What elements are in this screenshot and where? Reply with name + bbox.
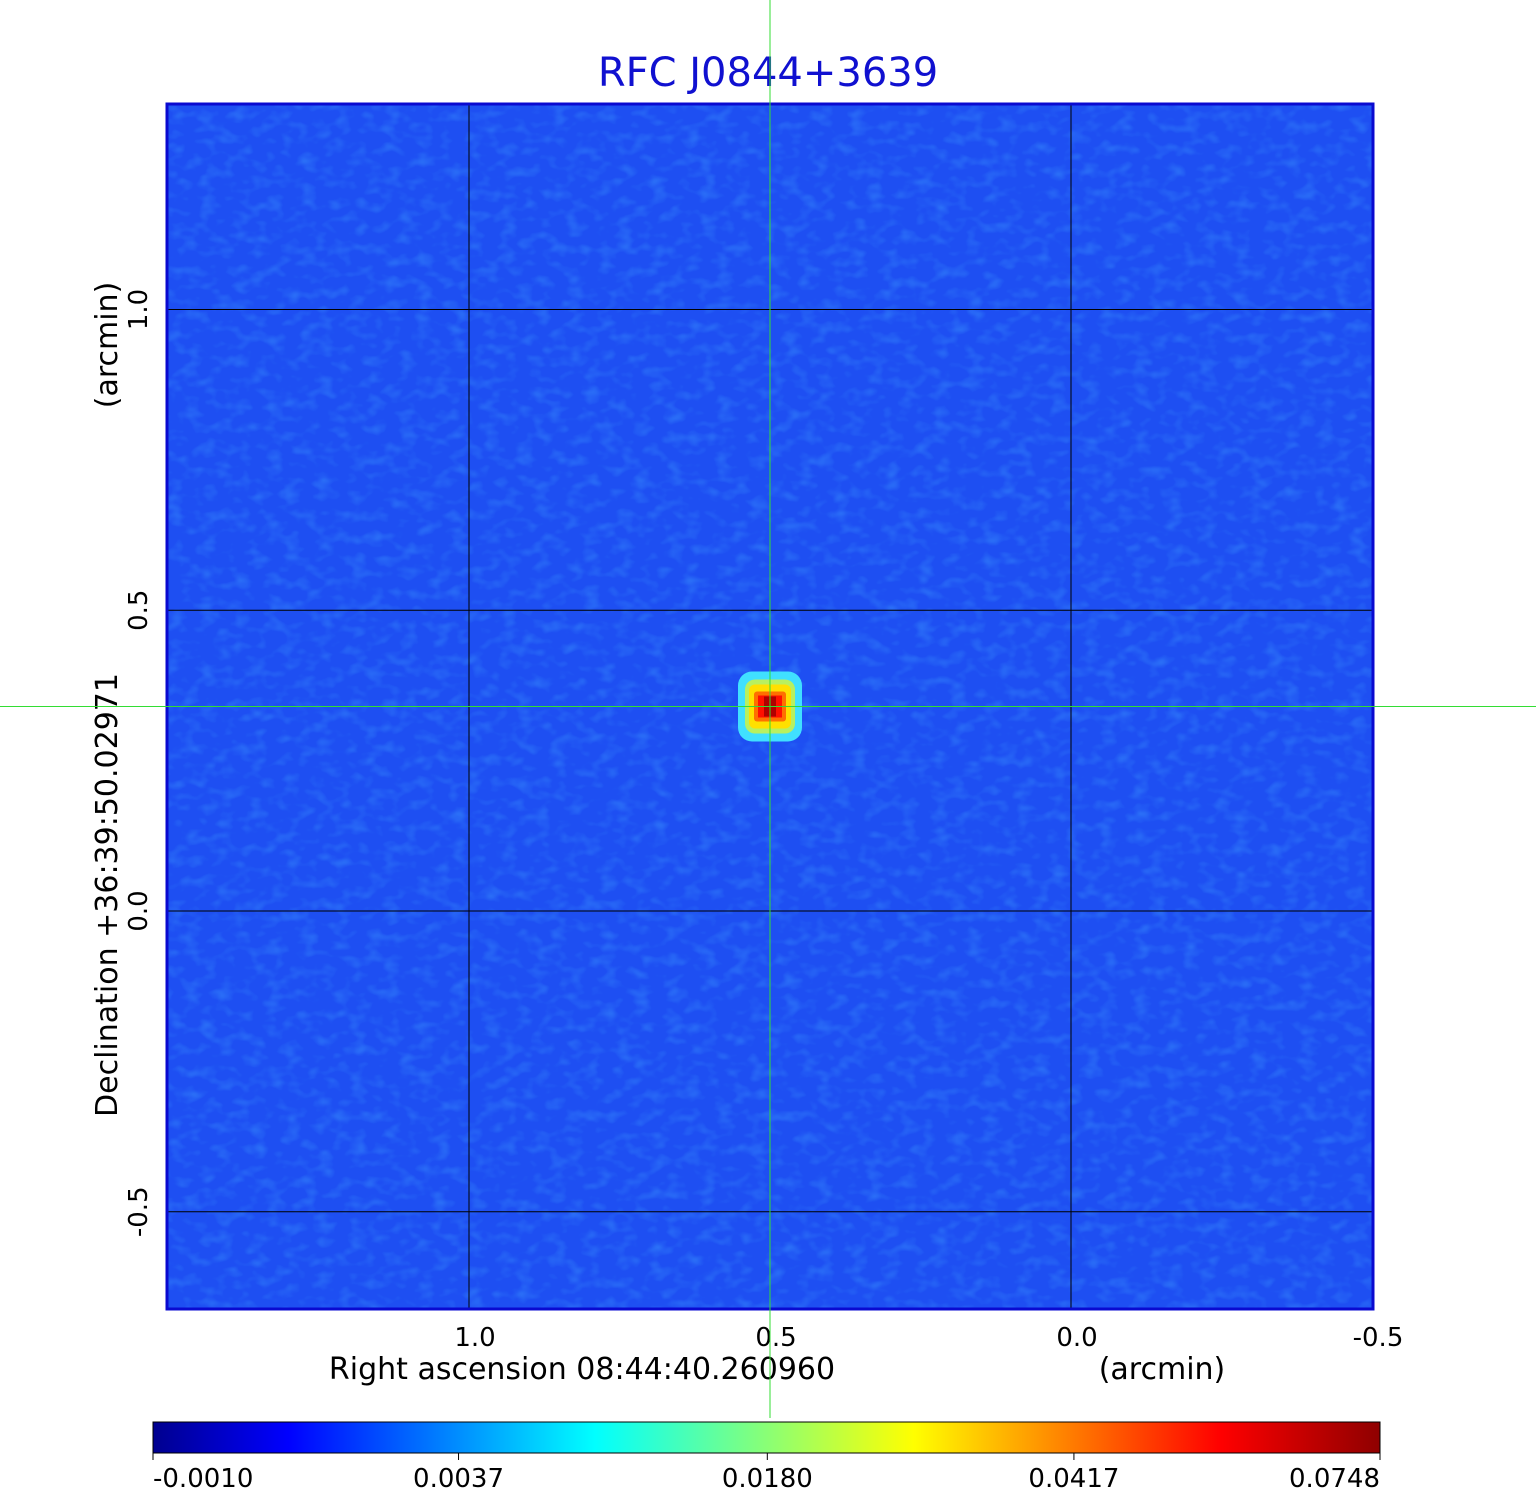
colorbar-tick-label: 0.0748 bbox=[1289, 1464, 1380, 1494]
x-tick-label: -0.5 bbox=[1353, 1323, 1404, 1353]
colorbar bbox=[152, 1421, 1381, 1454]
colorbar-tick-label: 0.0180 bbox=[722, 1464, 813, 1494]
colorbar-tick-label: 0.0417 bbox=[1028, 1464, 1119, 1494]
y-tick-label: -0.5 bbox=[124, 1186, 154, 1237]
x-tick-label: 0.5 bbox=[755, 1323, 796, 1353]
y-tick-label: 0.0 bbox=[124, 890, 154, 931]
x-axis-unit: (arcmin) bbox=[1099, 1352, 1226, 1387]
chart-title: RFC J0844+3639 bbox=[598, 50, 938, 96]
x-tick-label: 1.0 bbox=[454, 1323, 495, 1353]
y-tick-label: 1.0 bbox=[124, 289, 154, 330]
colorbar-tick-label: -0.0010 bbox=[153, 1464, 253, 1494]
colorbar-tick-label: 0.0037 bbox=[413, 1464, 504, 1494]
x-tick-label: 0.0 bbox=[1056, 1323, 1097, 1353]
y-axis-label: Declination +36:39:50.02971 bbox=[90, 673, 125, 1117]
y-axis-unit: (arcmin) bbox=[90, 282, 125, 409]
x-axis-label: Right ascension 08:44:40.260960 bbox=[329, 1352, 835, 1387]
y-tick-label: 0.5 bbox=[124, 590, 154, 631]
